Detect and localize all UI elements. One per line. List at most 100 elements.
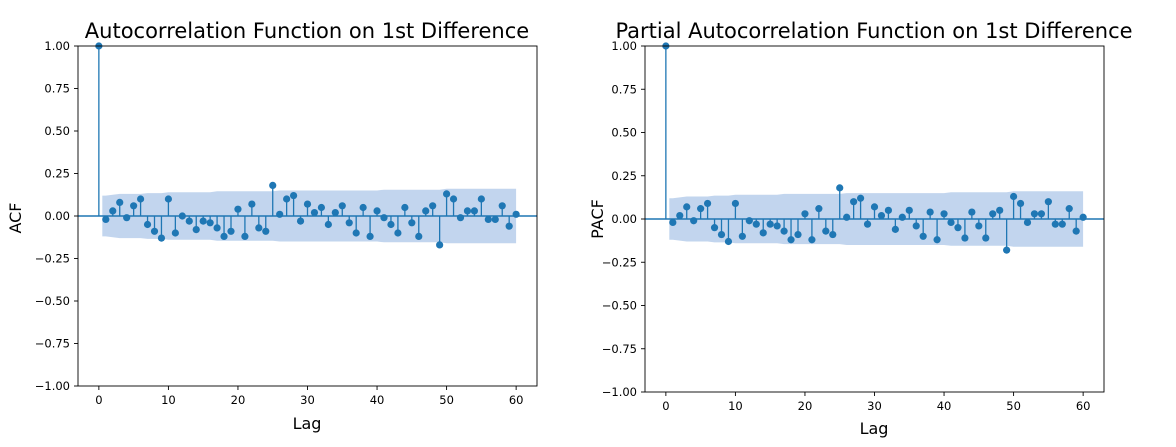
pacf-point-lag-21 [808, 236, 816, 244]
acf-point-lag-59 [505, 222, 513, 230]
acf-point-lag-3 [116, 198, 124, 206]
pacf-point-lag-34 [898, 213, 906, 221]
acf-point-lag-42 [387, 220, 395, 229]
acf-point-lag-20 [234, 205, 242, 213]
pacf-ytick-label: −0.75 [602, 342, 637, 356]
acf-point-lag-39 [366, 232, 374, 240]
acf-ylabel: ACF [6, 202, 25, 233]
acf-point-lag-21 [241, 232, 249, 240]
acf-point-lag-22 [248, 200, 256, 208]
acf-point-lag-34 [331, 209, 339, 217]
pacf-point-lag-60 [1079, 213, 1087, 221]
pacf-ytick-label: 1.00 [611, 39, 637, 53]
acf-point-lag-8 [150, 227, 159, 235]
pacf-ytick-label: −0.25 [602, 255, 637, 269]
pacf-point-lag-51 [1016, 199, 1025, 208]
pacf-ylabel: PACF [588, 199, 607, 239]
acf-point-lag-16 [206, 219, 214, 227]
pacf-point-lag-35 [905, 206, 913, 214]
acf-point-lag-4 [123, 214, 131, 222]
pacf-point-lag-20 [801, 210, 809, 218]
pacf-point-lag-38 [926, 208, 934, 216]
acf-point-lag-48 [429, 202, 437, 210]
pacf-point-lag-40 [940, 210, 948, 218]
acf-point-lag-5 [130, 202, 138, 210]
pacf-xtick-label: 60 [1076, 399, 1091, 413]
pacf-point-lag-24 [829, 230, 837, 239]
pacf-xtick-label: 50 [1006, 399, 1021, 413]
acf-ytick-label: −1.00 [35, 379, 70, 393]
acf-panel: Autocorrelation Function on 1st Differen… [6, 19, 538, 433]
acf-point-lag-27 [283, 195, 291, 203]
acf-point-lag-2 [109, 207, 117, 215]
acf-point-lag-50 [442, 190, 451, 198]
pacf-point-lag-3 [683, 203, 691, 211]
pacf-point-lag-12 [745, 217, 753, 225]
acf-point-lag-25 [269, 181, 277, 189]
pacf-point-lag-54 [1037, 210, 1046, 218]
acf-point-lag-29 [296, 217, 305, 225]
pacf-xtick-label: 0 [662, 399, 669, 413]
acf-point-lag-33 [324, 220, 332, 229]
pacf-point-lag-13 [752, 220, 760, 228]
pacf-point-lag-26 [843, 213, 851, 221]
pacf-point-lag-47 [989, 210, 997, 218]
pacf-point-lag-19 [794, 230, 802, 239]
acf-xtick-label: 60 [509, 393, 524, 407]
pacf-point-lag-42 [954, 224, 962, 232]
acf-ytick-label: 0.75 [44, 82, 70, 96]
pacf-xtick-label: 10 [728, 399, 743, 413]
pacf-point-lag-17 [780, 227, 788, 235]
acf-point-lag-52 [456, 214, 465, 222]
acf-point-lag-1 [102, 215, 110, 223]
acf-point-lag-43 [394, 229, 402, 237]
pacf-point-lag-30 [870, 203, 879, 211]
pacf-point-lag-45 [975, 222, 983, 230]
pacf-point-lag-39 [933, 236, 941, 244]
pacf-point-lag-48 [996, 206, 1004, 214]
pacf-point-lag-10 [731, 199, 740, 208]
pacf-ytick-label: 0.50 [611, 126, 637, 140]
pacf-point-lag-15 [766, 220, 774, 228]
pacf-point-lag-59 [1072, 227, 1080, 235]
acf-point-lag-15 [199, 217, 207, 225]
acf-ytick-label: −0.75 [35, 337, 70, 351]
pacf-point-lag-58 [1065, 205, 1073, 213]
acf-point-lag-14 [192, 226, 200, 234]
pacf-point-lag-53 [1030, 210, 1039, 218]
pacf-point-lag-33 [891, 225, 899, 233]
acf-point-lag-10 [164, 195, 173, 203]
acf-xtick-label: 50 [439, 393, 454, 407]
acf-point-lag-36 [345, 219, 353, 227]
acf-point-lag-56 [484, 215, 492, 223]
pacf-ytick-label: −0.50 [602, 299, 637, 313]
pacf-ytick-label: −1.00 [602, 385, 637, 399]
acf-ytick-label: 0.00 [44, 209, 70, 223]
pacf-ytick-label: 0.25 [611, 169, 637, 183]
acf-point-lag-19 [227, 227, 235, 235]
acf-point-lag-30 [303, 200, 312, 208]
pacf-point-lag-14 [759, 229, 767, 237]
pacf-point-lag-50 [1009, 192, 1018, 201]
pacf-point-lag-6 [703, 199, 712, 208]
acf-title: Autocorrelation Function on 1st Differen… [85, 19, 529, 43]
acf-point-lag-49 [436, 241, 444, 249]
acf-point-lag-18 [220, 232, 228, 240]
acf-point-lag-60 [512, 210, 520, 218]
acf-point-lag-58 [498, 202, 506, 210]
pacf-point-lag-46 [982, 234, 990, 242]
acf-xtick-label: 40 [370, 393, 385, 407]
pacf-point-lag-5 [697, 205, 705, 213]
acf-ytick-label: −0.50 [35, 294, 70, 308]
pacf-point-lag-2 [676, 211, 684, 220]
acf-point-lag-12 [178, 212, 186, 220]
pacf-point-lag-16 [773, 222, 781, 230]
pacf-point-lag-37 [919, 232, 927, 240]
acf-point-lag-46 [415, 232, 423, 240]
acf-point-lag-32 [317, 203, 326, 212]
acf-point-lag-54 [470, 207, 479, 215]
acf-point-lag-17 [213, 224, 221, 232]
pacf-ytick-label: 0.00 [611, 212, 637, 226]
pacf-point-lag-41 [947, 218, 955, 227]
acf-point-lag-7 [143, 220, 152, 229]
